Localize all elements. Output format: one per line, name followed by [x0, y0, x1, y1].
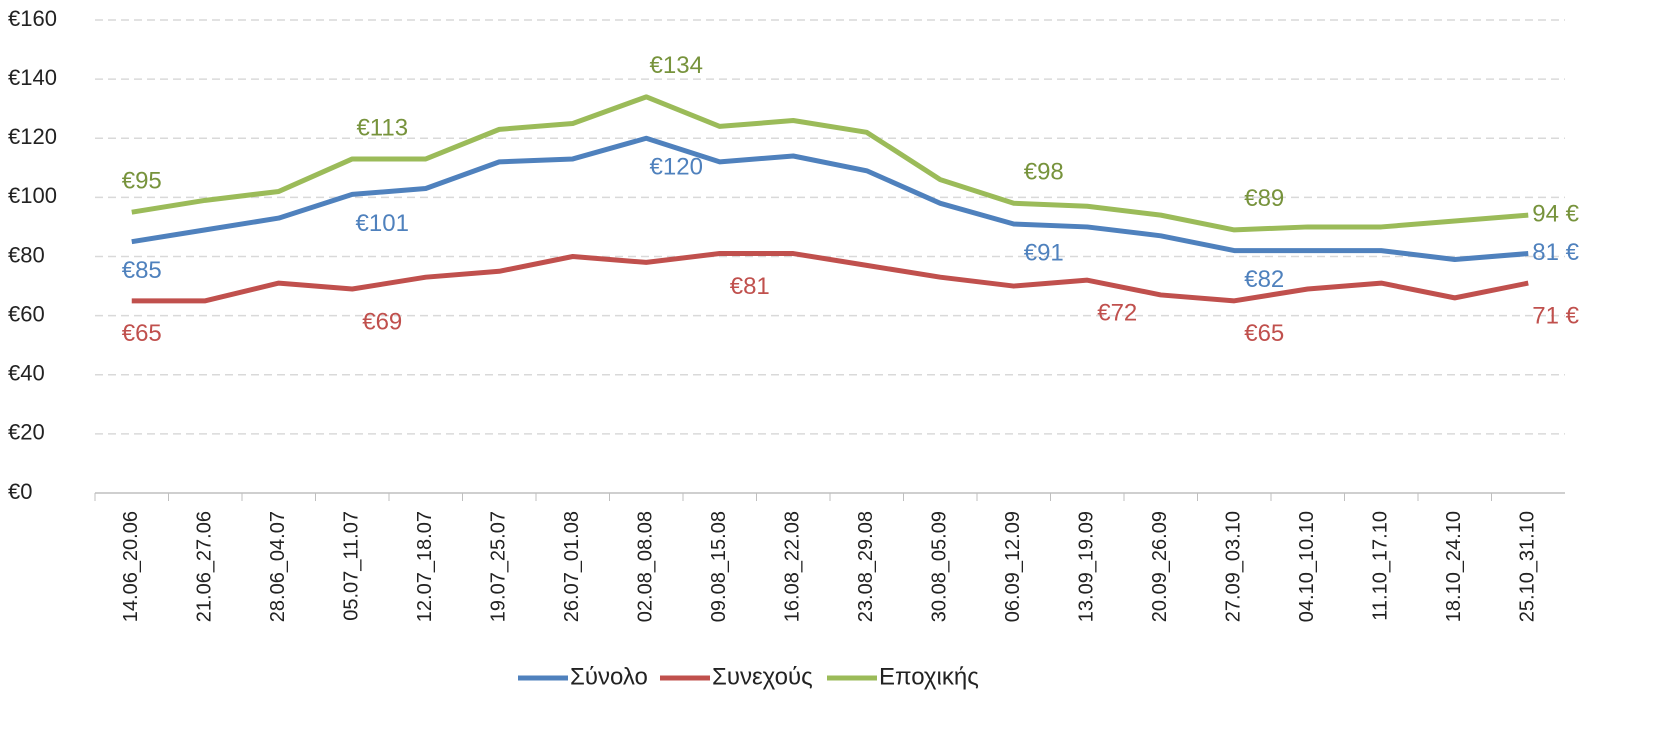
x-tick-label: 02.08_08.08: [635, 511, 657, 622]
x-tick-label: 05.07_11.07: [341, 511, 363, 621]
y-tick-label: €140: [8, 65, 57, 90]
data-label: €113: [356, 114, 408, 141]
x-tick-label: 23.08_29.08: [855, 511, 877, 622]
y-tick-label: €40: [8, 361, 45, 386]
legend-label: Σύνολο: [570, 663, 648, 690]
y-tick-label: €80: [8, 242, 45, 267]
y-tick-label: €160: [8, 6, 57, 31]
data-label: €89: [1244, 185, 1284, 212]
x-tick-label: 14.06_20.06: [120, 511, 142, 622]
data-label: €134: [650, 52, 703, 79]
y-tick-label: €100: [8, 183, 57, 208]
x-tick-label: 18.10_24.10: [1443, 511, 1465, 622]
x-tick-label: 20.09_26.09: [1149, 511, 1171, 622]
x-tick-label: 13.09_19.09: [1076, 511, 1098, 622]
x-tick-label: 12.07_18.07: [414, 511, 436, 622]
y-tick-label: €0: [8, 479, 32, 504]
data-label: 81 €: [1532, 239, 1579, 266]
series-line: [131, 135, 1529, 262]
x-tick-label: 09.08_15.08: [708, 511, 730, 622]
data-label: €81: [730, 273, 770, 300]
series-line: [131, 94, 1529, 233]
x-tick-label: 28.06_04.07: [267, 511, 289, 622]
y-tick-label: €60: [8, 301, 45, 326]
legend-label: Εποχικής: [879, 663, 979, 690]
y-tick-label: €20: [8, 420, 45, 445]
x-tick-label: 26.07_01.08: [561, 511, 583, 622]
series-line: [131, 251, 1529, 304]
x-tick-label: 19.07_25.07: [488, 511, 510, 622]
y-tick-label: €120: [8, 124, 57, 149]
data-label: €69: [362, 308, 402, 335]
x-tick-label: 04.10_10.10: [1296, 511, 1318, 622]
data-label: €98: [1024, 159, 1064, 186]
data-label: €65: [122, 320, 162, 347]
x-tick-label: 27.09_03.10: [1223, 511, 1245, 622]
x-tick-label: 11.10_17.10: [1370, 511, 1392, 621]
data-label: €101: [356, 210, 409, 237]
data-label: €91: [1024, 239, 1064, 266]
data-label: €65: [1244, 320, 1284, 347]
legend-label: Συνεχούς: [712, 663, 813, 690]
data-label: €82: [1244, 266, 1284, 293]
data-label: €72: [1097, 299, 1137, 326]
data-label: 71 €: [1532, 302, 1579, 329]
x-tick-label: 25.10_31.10: [1517, 511, 1539, 622]
x-tick-label: 30.08_05.09: [929, 511, 951, 622]
data-label: €120: [650, 154, 703, 181]
x-tick-label: 21.06_27.06: [194, 511, 216, 622]
data-label: €85: [122, 257, 162, 284]
data-label: €95: [122, 168, 162, 195]
x-tick-label: 16.08_22.08: [782, 511, 804, 622]
x-tick-label: 06.09_12.09: [1002, 511, 1024, 622]
data-label: 94 €: [1532, 200, 1579, 227]
